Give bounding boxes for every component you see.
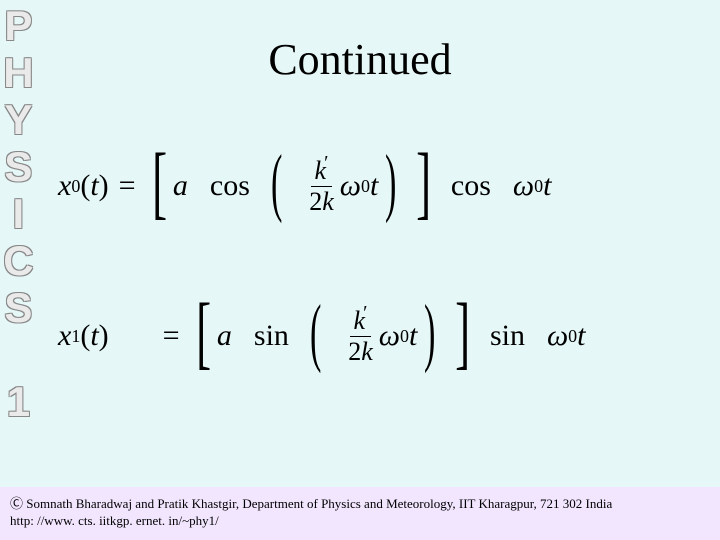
eq1-num-prime: ′	[363, 302, 367, 324]
eq0-trail-sub: 0	[534, 176, 543, 197]
eq1-sub: 1	[71, 326, 80, 347]
eq0-den-k: k	[322, 187, 334, 216]
eq0-sub: 0	[71, 176, 80, 197]
equation-x1: x1(t) = [ a sin ( k′ 2k ω0t ) ] sin ω0t	[58, 305, 690, 367]
footer-line1: Ⓒ Somnath Bharadwaj and Pratik Khastgir,…	[10, 495, 710, 513]
eq1-outer-fn: sin	[254, 319, 289, 353]
eq1-inner-omega: ω	[379, 319, 400, 353]
eq0-inner-t: t	[370, 169, 378, 203]
eq1-equals: =	[153, 319, 190, 353]
eq0-argclose: )	[99, 169, 109, 203]
eq1-inner-t: t	[409, 319, 417, 353]
eq1-argclose: )	[99, 319, 109, 353]
eq0-inner-omega: ω	[340, 169, 361, 203]
eq0-num-prime: ′	[324, 152, 328, 174]
eq1-fraction: k′ 2k	[344, 303, 377, 365]
footer-text1: Somnath Bharadwaj and Pratik Khastgir, D…	[23, 496, 612, 511]
eq0-trail-fn: cos	[451, 169, 491, 203]
eq0-var: x	[58, 169, 71, 203]
eq1-inner-sub: 0	[400, 326, 409, 347]
eq0-trail-t: t	[543, 169, 551, 203]
eq1-var: x	[58, 319, 71, 353]
eq1-den-k: k	[361, 337, 373, 366]
copyright-icon: Ⓒ	[10, 495, 23, 513]
eq0-fraction: k′ 2k	[305, 153, 338, 215]
eq1-trail-fn: sin	[490, 319, 525, 353]
equation-x0: x0(t) = [ a cos ( k′ 2k ω0t ) ] cos ω0t	[58, 155, 690, 217]
eq0-equals: =	[109, 169, 146, 203]
eq0-den-2: 2	[309, 187, 322, 216]
eq1-argopen: (	[80, 319, 90, 353]
eq0-inner-sub: 0	[361, 176, 370, 197]
eq0-trail-omega: ω	[513, 169, 534, 203]
eq1-coef: a	[217, 319, 232, 353]
eq0-arg: t	[90, 169, 98, 203]
eq0-coef: a	[173, 169, 188, 203]
eq1-trail-t: t	[577, 319, 585, 353]
footer: Ⓒ Somnath Bharadwaj and Pratik Khastgir,…	[0, 487, 720, 540]
eq1-trail-omega: ω	[547, 319, 568, 353]
eq1-arg: t	[90, 319, 98, 353]
eq1-den-2: 2	[348, 337, 361, 366]
eq0-argopen: (	[80, 169, 90, 203]
equations-area: x0(t) = [ a cos ( k′ 2k ω0t ) ] cos ω0t …	[58, 155, 690, 455]
page-title: Continued	[0, 34, 720, 85]
footer-line2: http: //www. cts. iitkgp. ernet. in/~phy…	[10, 512, 710, 530]
eq0-outer-fn: cos	[210, 169, 250, 203]
eq1-trail-sub: 0	[568, 326, 577, 347]
